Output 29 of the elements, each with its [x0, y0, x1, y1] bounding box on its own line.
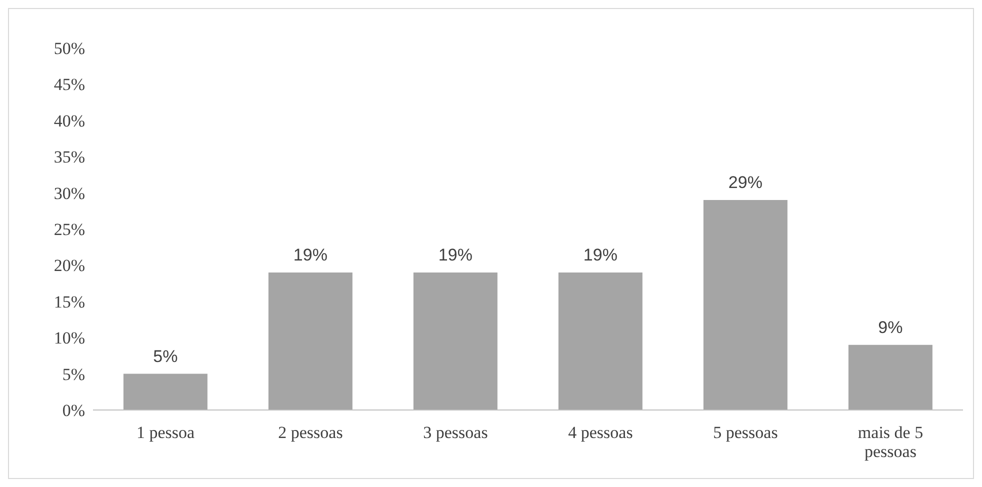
y-tick-label: 0% — [62, 401, 85, 420]
y-tick-label: 25% — [54, 220, 85, 240]
x-tick-label: mais de 5 pessoas — [858, 423, 924, 461]
y-tick-label: 15% — [54, 292, 85, 312]
y-tick-label: 40% — [54, 111, 85, 130]
y-tick-label: 45% — [54, 75, 85, 94]
y-tick-label: 35% — [54, 148, 85, 167]
y-tick-label: 5% — [62, 364, 85, 384]
bar — [558, 272, 642, 410]
x-tick-label: 2 pessoas — [278, 423, 343, 442]
data-label: 29% — [728, 173, 762, 192]
data-label: 9% — [878, 318, 903, 337]
y-tick-label: 10% — [54, 328, 85, 348]
bar — [848, 344, 932, 410]
y-tick-label: 20% — [54, 256, 85, 276]
data-label: 19% — [438, 245, 472, 264]
bar — [123, 374, 208, 410]
data-label: 5% — [153, 346, 178, 366]
x-tick-label: 1 pessoa — [136, 423, 195, 442]
x-tick-label: 3 pessoas — [423, 423, 488, 442]
y-tick-label: 30% — [54, 184, 85, 203]
bar — [413, 272, 498, 410]
data-label: 19% — [583, 245, 618, 264]
bar — [268, 272, 352, 410]
data-label: 19% — [293, 245, 328, 264]
x-tick-label: 5 pessoas — [713, 423, 778, 442]
x-tick-label: 4 pessoas — [568, 423, 633, 442]
bar — [703, 200, 788, 410]
y-tick-label: 50% — [54, 39, 85, 58]
